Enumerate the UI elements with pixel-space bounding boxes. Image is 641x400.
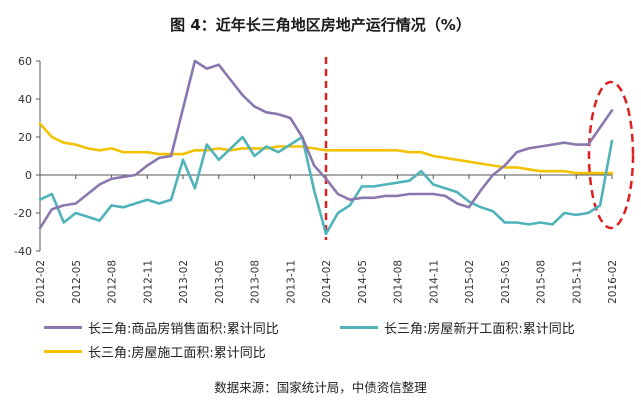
x-tick-label: 2012-05 [71, 260, 83, 304]
series-line-2 [38, 122, 614, 175]
x-tick-label: 2014-11 [428, 260, 440, 304]
x-tick-label: 2014-02 [321, 260, 333, 304]
legend-label-sales: 长三角:商品房销售面积:累计同比 [88, 322, 279, 337]
legend-swatch-new-starts [340, 326, 378, 329]
x-tick-label: 2013-05 [214, 260, 226, 304]
y-tick-label: 40 [18, 93, 32, 106]
x-tick-label: 2013-11 [285, 260, 297, 304]
x-tick-label: 2014-05 [357, 260, 369, 304]
legend-item-sales: 长三角:商品房销售面积:累计同比 [44, 318, 279, 337]
x-tick-label: 2012-11 [142, 260, 154, 304]
series-line-0 [38, 59, 614, 230]
x-tick-label: 2015-11 [571, 260, 583, 304]
x-tick-label: 2013-02 [178, 260, 190, 304]
x-tick-label: 2012-08 [107, 260, 119, 304]
legend-swatch-construction [44, 350, 82, 353]
legend-label-new-starts: 长三角:房屋新开工面积:累计同比 [384, 322, 575, 337]
y-tick-label: 60 [18, 55, 32, 68]
x-tick-label: 2015-08 [536, 260, 548, 304]
x-tick-label: 2014-08 [393, 260, 405, 304]
y-tick-label: 0 [25, 169, 32, 182]
legend-swatch-sales [44, 326, 82, 329]
source-note: 数据来源：国家统计局，中债资信整理 [214, 380, 427, 395]
legend-label-construction: 长三角:房屋施工面积:累计同比 [88, 346, 266, 361]
legend-item-new-starts: 长三角:房屋新开工面积:累计同比 [340, 318, 575, 337]
annotation-dashed-ellipse [587, 80, 635, 230]
legend-item-construction: 长三角:房屋施工面积:累计同比 [44, 342, 266, 361]
y-tick-label: 20 [18, 131, 32, 144]
x-tick-label: 2012-02 [35, 260, 47, 304]
x-tick-label: 2015-02 [464, 260, 476, 304]
x-tick-label: 2013-08 [250, 260, 262, 304]
x-tick-label: 2015-05 [500, 260, 512, 304]
x-tick-label: 2016-02 [607, 260, 619, 304]
y-tick-label: -40 [14, 245, 32, 258]
y-tick-label: -20 [14, 207, 32, 220]
series-line-1 [38, 135, 614, 236]
chart-title: 图 4：近年长三角地区房地产运行情况（%） [170, 16, 471, 34]
